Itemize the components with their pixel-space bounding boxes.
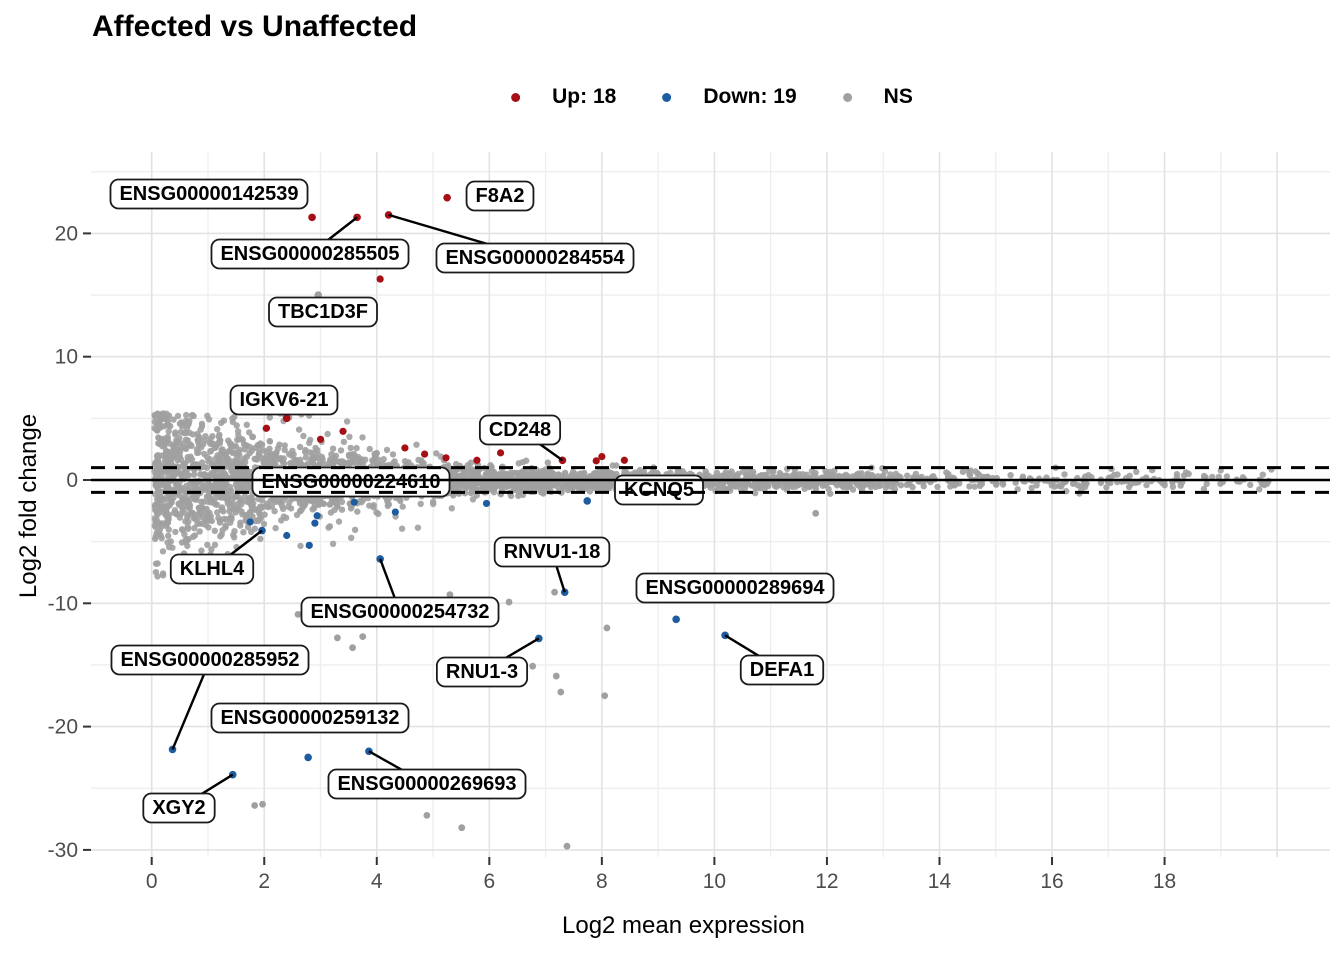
gene-labels: ENSG00000142539 F8A2 ENSG00000285505 ENSG00… [109,178,835,824]
svg-text:XGY2: XGY2 [152,797,205,819]
down-dot-icon [662,92,672,102]
svg-text:2: 2 [258,870,270,893]
gene-label-RNVU1-18: RNVU1-18 [493,536,611,568]
gene-label-ENSG00000289694: ENSG00000289694 [635,572,835,604]
y-axis-title: Log2 fold change [15,413,42,599]
legend-item-down: Down: 19 [662,85,797,109]
ns-outlier-points [251,509,820,850]
svg-text:ENSG00000285952: ENSG00000285952 [120,649,299,671]
gene-label-IGKV6-21: IGKV6-21 [229,384,339,416]
legend: Up: 18 Down: 19 NS [511,85,913,109]
svg-text:20: 20 [55,222,78,245]
gene-label-XGY2: XGY2 [142,792,216,824]
gene-label-DEFA1: DEFA1 [739,654,825,686]
svg-text:8: 8 [596,870,608,893]
gene-label-CD248: CD248 [478,414,562,446]
gene-label-ENSG00000285505: ENSG00000285505 [210,238,410,270]
gene-label-ENSG00000259132: ENSG00000259132 [210,702,410,734]
gene-label-F8A2: F8A2 [465,180,535,212]
chart-title: Affected vs Unaffected [92,10,418,43]
svg-text:ENSG00000284554: ENSG00000284554 [445,247,625,269]
ns-dot-icon [842,92,852,102]
legend-label-down: Down: 19 [703,85,797,108]
svg-text:ENSG00000254732: ENSG00000254732 [310,601,489,623]
svg-text:ENSG00000269693: ENSG00000269693 [337,773,516,795]
svg-text:KCNQ5: KCNQ5 [624,479,694,501]
svg-text:16: 16 [1040,870,1063,893]
legend-item-up: Up: 18 [511,85,616,109]
grid-major [91,152,1330,857]
svg-text:18: 18 [1153,870,1176,893]
gene-label-TBC1D3F: TBC1D3F [268,296,378,328]
gene-label-RNU1-3: RNU1-3 [435,656,529,688]
gene-label-KCNQ5: KCNQ5 [614,474,704,506]
gene-label-ENSG00000142539: ENSG00000142539 [109,178,309,210]
up-points [262,275,628,465]
svg-text:-20: -20 [48,716,78,739]
svg-text:10: 10 [55,346,78,369]
svg-text:6: 6 [483,870,495,893]
svg-text:14: 14 [928,870,952,893]
svg-text:12: 12 [815,870,838,893]
legend-label-ns: NS [883,85,913,108]
reference-lines [91,466,1330,494]
svg-text:0: 0 [146,870,158,893]
gene-label-ENSG00000269693: ENSG00000269693 [327,768,527,800]
svg-text:0: 0 [66,469,78,492]
svg-text:DEFA1: DEFA1 [750,659,814,681]
svg-text:ENSG00000224610: ENSG00000224610 [261,471,440,493]
gene-label-ENSG00000285952: ENSG00000285952 [110,644,310,676]
legend-label-up: Up: 18 [552,85,617,108]
svg-text:4: 4 [371,870,383,893]
gene-label-KLHL4: KLHL4 [169,553,255,585]
svg-text:IGKV6-21: IGKV6-21 [240,389,329,411]
gene-label-ENSG00000284554: ENSG00000284554 [435,242,635,274]
svg-text:ENSG00000285505: ENSG00000285505 [220,243,399,265]
axis-ticks: 0 2 4 6 8 10 12 14 16 18 20 10 0 -10 -20 -30 [48,222,1177,893]
gene-label-ENSG00000254732: ENSG00000254732 [300,596,500,628]
up-dot-icon [511,92,521,102]
svg-text:F8A2: F8A2 [476,185,525,207]
svg-text:-10: -10 [48,592,78,615]
svg-text:RNVU1-18: RNVU1-18 [504,541,601,563]
x-axis-title: Log2 mean expression [562,912,805,939]
svg-text:TBC1D3F: TBC1D3F [278,301,368,323]
svg-text:CD248: CD248 [489,419,551,441]
svg-text:-30: -30 [48,839,78,862]
svg-text:RNU1-3: RNU1-3 [446,661,518,683]
svg-text:ENSG00000142539: ENSG00000142539 [119,183,298,205]
svg-text:KLHL4: KLHL4 [180,558,245,580]
gene-label-ENSG00000224610: ENSG00000224610 [251,466,451,498]
svg-text:ENSG00000289694: ENSG00000289694 [645,577,825,599]
svg-text:10: 10 [703,870,726,893]
svg-text:ENSG00000259132: ENSG00000259132 [220,707,399,729]
down-points [246,498,491,549]
legend-item-ns: NS [842,85,913,109]
